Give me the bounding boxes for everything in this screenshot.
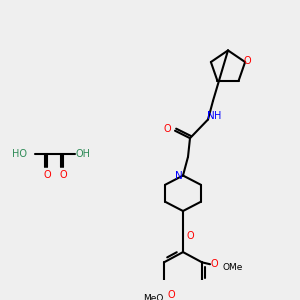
Text: OMe: OMe (222, 263, 242, 272)
Text: O: O (167, 290, 175, 300)
Text: OH: OH (75, 149, 90, 159)
Text: O: O (186, 231, 194, 241)
Text: N: N (207, 111, 215, 121)
Text: O: O (163, 124, 171, 134)
Text: O: O (43, 169, 51, 180)
Text: O: O (243, 56, 251, 66)
Text: O: O (210, 259, 218, 269)
Text: HO: HO (12, 149, 27, 159)
Text: N: N (175, 170, 183, 181)
Text: O: O (59, 169, 67, 180)
Text: MeO: MeO (142, 294, 163, 300)
Text: H: H (214, 111, 222, 121)
